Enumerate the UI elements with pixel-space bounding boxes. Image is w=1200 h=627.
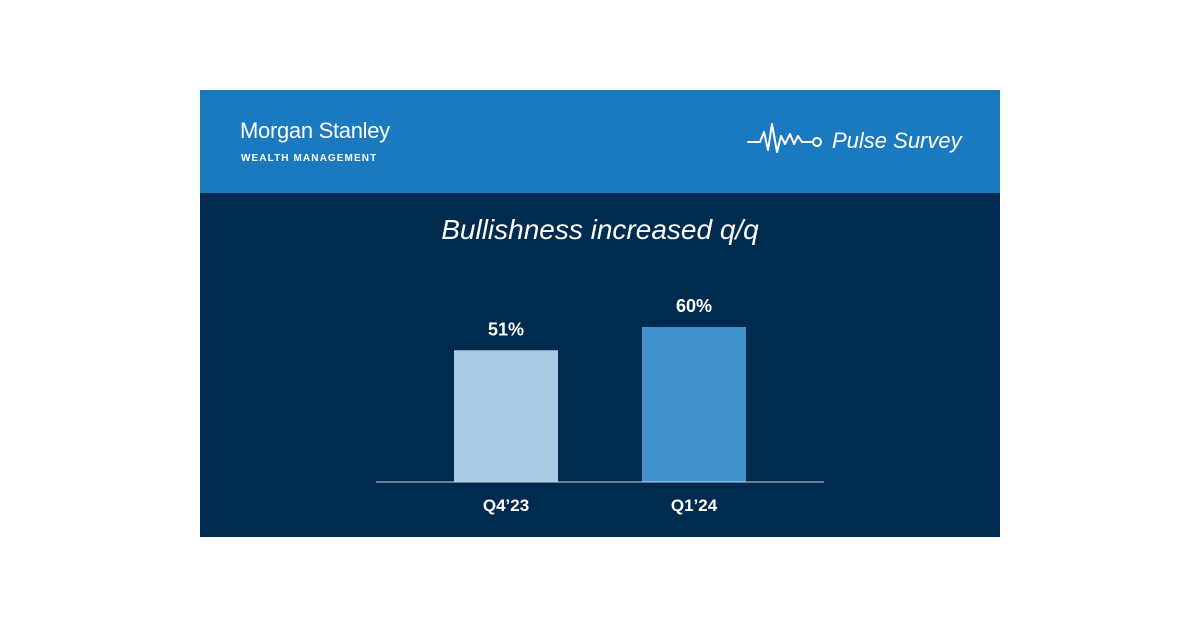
- data-label-q4-23: 51%: [488, 319, 524, 339]
- bar-q4-23: [454, 350, 558, 482]
- chart-title: Bullishness increased q/q: [441, 214, 759, 245]
- bars-layer: [454, 327, 746, 482]
- x-tick-label-q4-23: Q4’23: [483, 496, 529, 515]
- heartbeat-line-icon: [747, 123, 822, 153]
- survey-card: Morgan Stanley WEALTH MANAGEMENT Pulse S…: [200, 90, 1000, 537]
- pulse-survey-label: Pulse Survey: [832, 128, 962, 153]
- x-tick-label-q1-24: Q1’24: [671, 496, 718, 515]
- bar-chart: 51% Q4’23 60% Q1’24: [376, 296, 824, 515]
- brand-header: Morgan Stanley WEALTH MANAGEMENT Pulse S…: [200, 90, 1000, 193]
- data-label-q1-24: 60%: [676, 296, 712, 316]
- brand-subtitle: WEALTH MANAGEMENT: [241, 153, 378, 164]
- brand-name: Morgan Stanley: [240, 118, 390, 143]
- labels-layer: 51% Q4’23 60% Q1’24: [483, 296, 718, 515]
- bar-q1-24: [642, 327, 746, 482]
